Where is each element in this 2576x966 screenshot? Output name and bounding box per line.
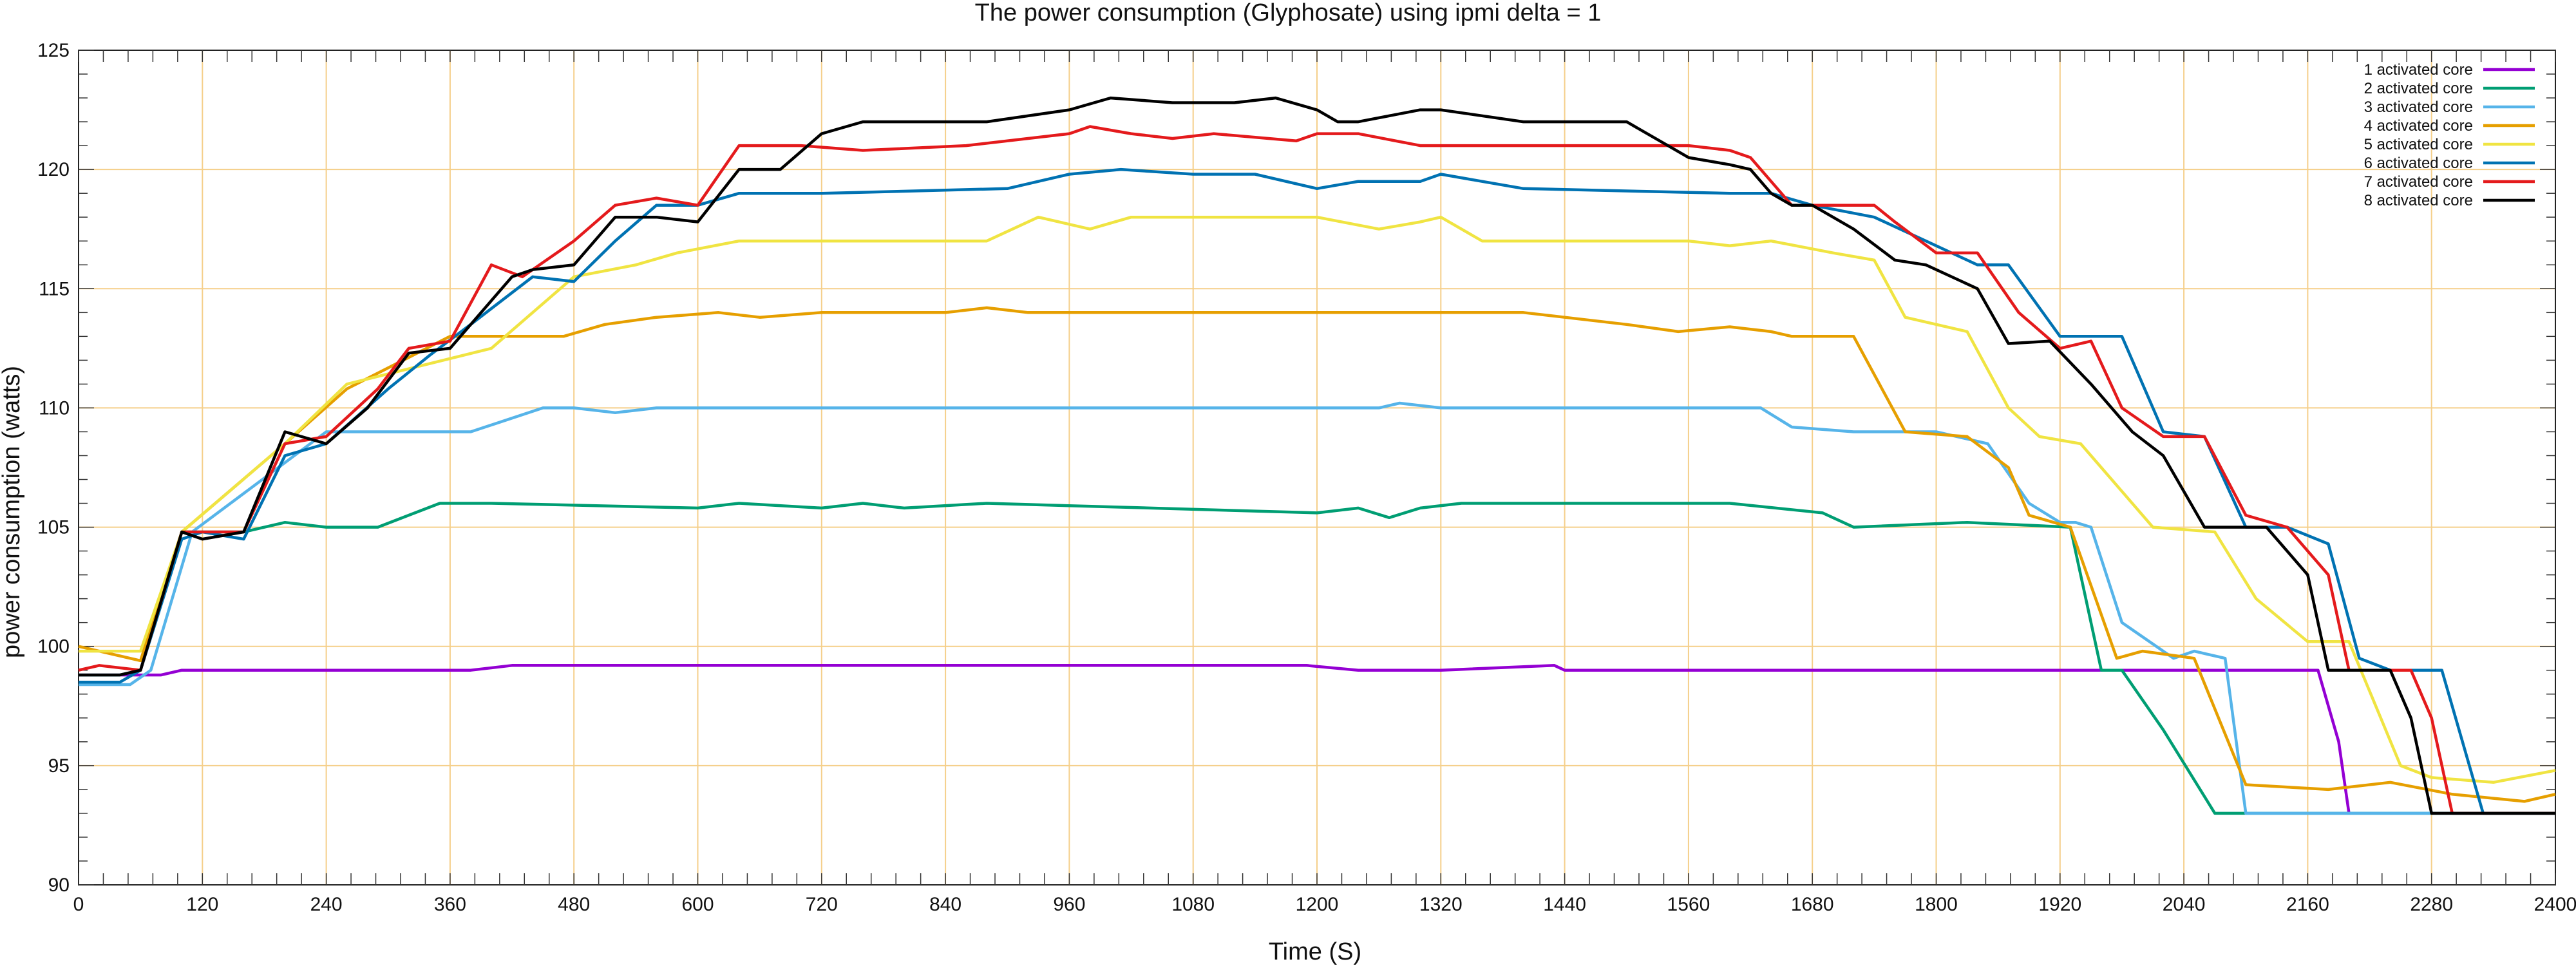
series-line-3-activated-core: [79, 401, 2555, 815]
x-tick-label: 600: [681, 894, 714, 915]
x-tick-label: 720: [806, 894, 838, 915]
x-tick-label: 120: [186, 894, 218, 915]
x-tick-label: 0: [73, 894, 84, 915]
series-line-1-activated-core: [79, 664, 2351, 814]
chart-title: The power consumption (Glyphosate) using…: [975, 0, 1602, 26]
legend-label: 8 activated core: [2364, 192, 2473, 209]
y-tick-label: 90: [48, 875, 70, 896]
y-tick-label: 100: [37, 636, 70, 658]
x-tick-label: 480: [558, 894, 590, 915]
series-line-4-activated-core: [78, 306, 2556, 803]
legend-label: 1 activated core: [2364, 61, 2473, 79]
y-tick-label: 120: [37, 159, 70, 180]
x-tick-label: 2280: [2410, 894, 2453, 915]
x-tick-label: 1680: [1791, 894, 1834, 915]
x-axis-label: Time (S): [1269, 938, 1361, 965]
y-tick-label: 95: [48, 755, 70, 777]
x-tick-label: 1080: [1171, 894, 1215, 915]
x-tick-label: 240: [310, 894, 343, 915]
y-tick-label: 105: [37, 517, 70, 538]
legend-label: 5 activated core: [2364, 136, 2473, 153]
x-tick-label: 840: [929, 894, 961, 915]
legend-label: 2 activated core: [2364, 80, 2473, 97]
y-tick-label: 110: [39, 397, 70, 419]
x-tick-label: 360: [434, 894, 466, 915]
x-tick-label: 1200: [1296, 894, 1339, 915]
x-tick-label: 1920: [2038, 894, 2081, 915]
x-tick-label: 1320: [1419, 894, 1463, 915]
series-line-2-activated-core: [79, 502, 2555, 815]
axis-ticks: 0 120 240 360 480 600 720 840 960 1080 1200 1320 144…: [37, 40, 2576, 915]
series-line-5-activated-core: [79, 215, 2556, 784]
legend-label: 3 activated core: [2364, 99, 2473, 116]
x-tick-label: 960: [1053, 894, 1085, 915]
y-tick-label: 125: [37, 40, 70, 61]
x-tick-label: 1800: [1915, 894, 1958, 915]
legend-label: 6 activated core: [2364, 155, 2473, 172]
legend-label: 7 activated core: [2364, 173, 2473, 191]
x-tick-label: 1440: [1543, 894, 1586, 915]
x-tick-label: 2160: [2286, 894, 2329, 915]
series-line-8-activated-core: [79, 96, 2555, 815]
x-tick-label: 1560: [1667, 894, 1710, 915]
y-axis-label: power consumption (watts): [0, 366, 25, 658]
series-line-7-activated-core: [78, 125, 2555, 815]
legend-label: 4 activated core: [2364, 117, 2473, 135]
grid: [79, 50, 2555, 885]
series-group: [78, 96, 2556, 815]
x-tick-label: 2040: [2163, 894, 2206, 915]
y-tick-label: 115: [39, 278, 70, 299]
x-tick-label: 2400: [2534, 894, 2576, 915]
